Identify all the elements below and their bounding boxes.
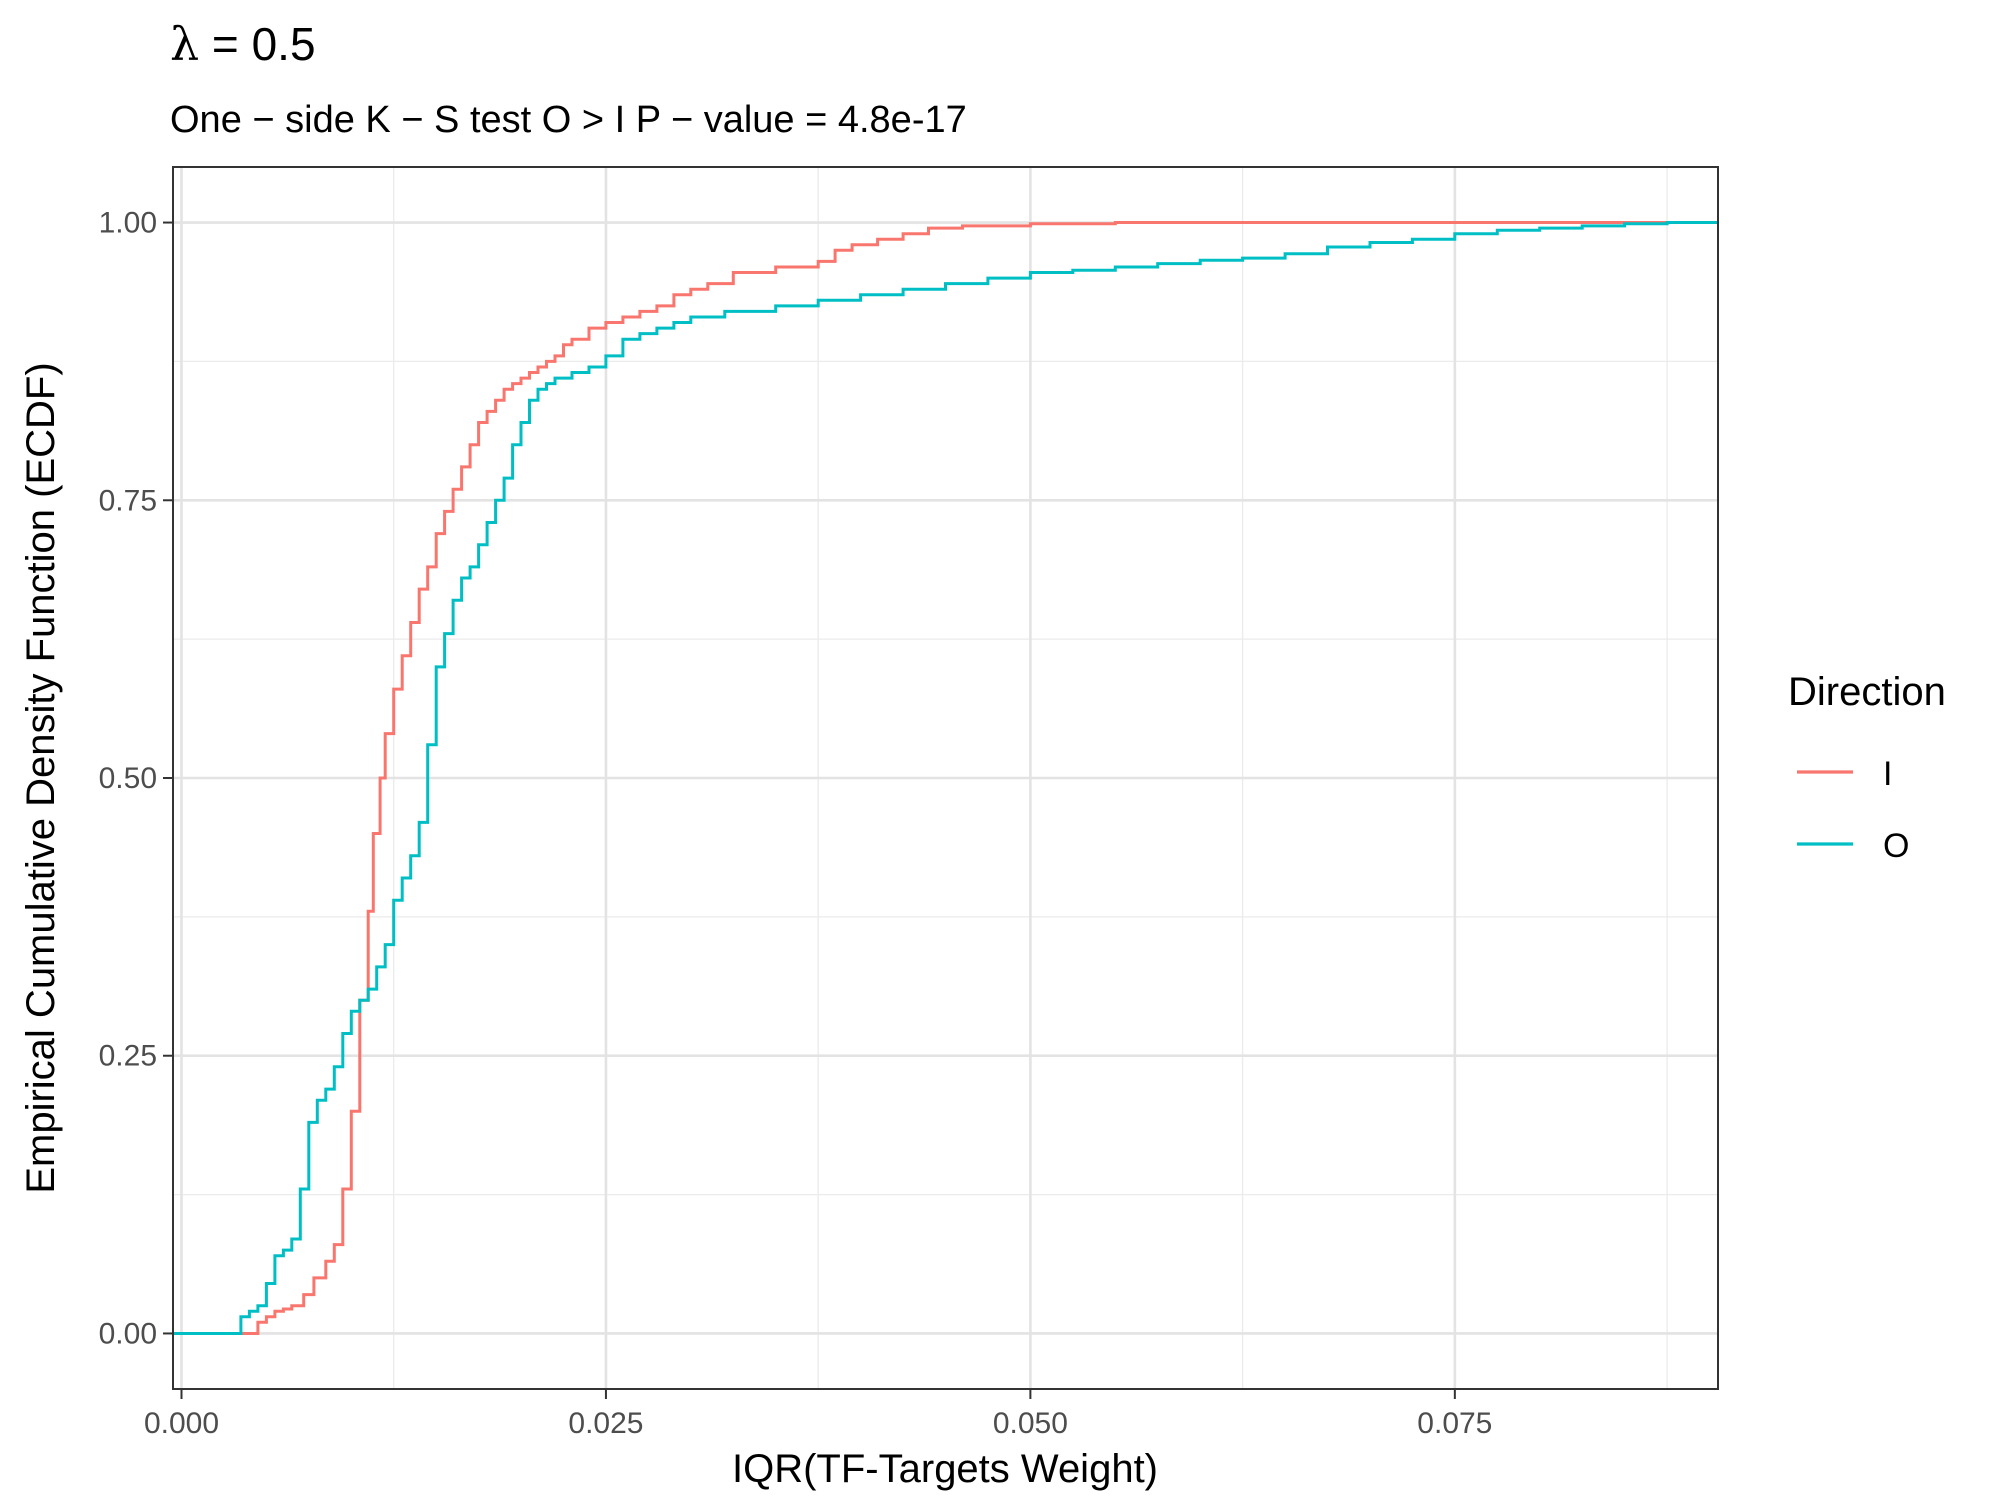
legend: Direction IO bbox=[1788, 670, 1946, 865]
y-tick-label: 0.75 bbox=[99, 484, 157, 517]
x-tick-label: 0.050 bbox=[993, 1407, 1068, 1440]
x-tick-label: 0.025 bbox=[568, 1407, 643, 1440]
chart-title-symbol: λ bbox=[170, 17, 199, 71]
y-tick-label: 1.00 bbox=[99, 207, 157, 240]
series-line-O bbox=[173, 221, 1718, 1335]
plot-panel bbox=[172, 166, 1719, 1390]
series-line-I bbox=[173, 221, 1718, 1335]
y-axis: 0.00 0.25 0.50 0.75 1.00 bbox=[99, 207, 173, 1350]
x-axis: 0.000 0.025 0.050 0.075 bbox=[144, 1389, 1492, 1440]
x-axis-label: IQR(TF-Targets Weight) bbox=[732, 1447, 1158, 1491]
major-gridlines bbox=[173, 167, 1718, 1389]
x-tick-label: 0.075 bbox=[1417, 1407, 1492, 1440]
y-tick-label: 0.25 bbox=[99, 1040, 157, 1073]
chart-title: λ = 0.5 bbox=[170, 17, 316, 71]
chart-subtitle: One − side K − S test O > I P − value = … bbox=[170, 99, 967, 141]
series-lines bbox=[173, 221, 1718, 1335]
y-tick-label: 0.00 bbox=[99, 1317, 157, 1350]
x-tick-label: 0.000 bbox=[144, 1407, 219, 1440]
y-tick-label: 0.50 bbox=[99, 762, 157, 795]
legend-label-I: I bbox=[1883, 755, 1892, 793]
legend-label-O: O bbox=[1883, 827, 1909, 865]
legend-title: Direction bbox=[1788, 670, 1946, 714]
legend-items: IO bbox=[1797, 755, 1909, 865]
chart-title-rest: = 0.5 bbox=[199, 18, 315, 70]
chart-title-group: λ = 0.5 One − side K − S test O > I P − … bbox=[170, 17, 967, 141]
y-axis-label: Empirical Cumulative Density Function (E… bbox=[19, 362, 63, 1193]
